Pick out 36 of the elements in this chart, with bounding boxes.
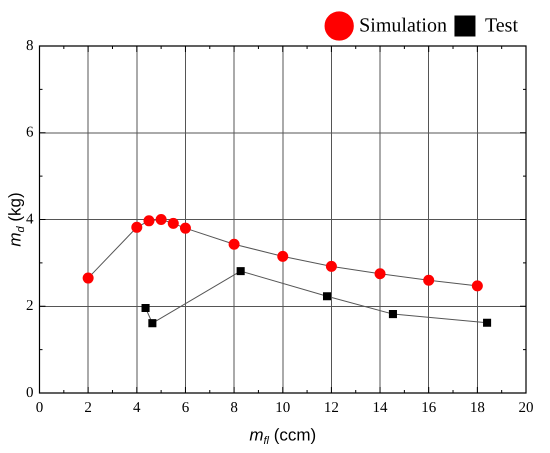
x-tick-label: 10: [275, 400, 290, 416]
x-tick-label: 16: [421, 400, 437, 416]
x-tick-label: 4: [133, 400, 142, 416]
x-tick-label: 20: [518, 400, 534, 416]
y-tick-label: 4: [26, 211, 34, 228]
point: [236, 267, 245, 276]
point: [277, 250, 288, 262]
x-tick-label: 12: [324, 400, 339, 416]
y-tick-label: 8: [26, 38, 34, 54]
point: [156, 214, 167, 225]
point: [322, 292, 332, 300]
point: [483, 318, 492, 327]
y-tick-label: 6: [26, 124, 34, 141]
point: [472, 280, 483, 292]
point: [423, 274, 434, 286]
point: [148, 319, 156, 328]
y-tick-label: 2: [26, 298, 34, 314]
x-tick-label: 6: [182, 400, 190, 416]
x-tick-label: 18: [470, 400, 485, 416]
point: [228, 238, 240, 250]
point: [326, 260, 337, 272]
x-tick-label: 2: [84, 400, 92, 416]
legend-label: Test: [484, 14, 518, 36]
point: [131, 222, 142, 233]
point: [180, 222, 191, 234]
point: [388, 310, 397, 318]
x-tick-label: 8: [230, 400, 238, 416]
point: [82, 272, 94, 284]
x-tick-label: 14: [372, 400, 388, 416]
y-axis-title: md (kg): [6, 192, 28, 247]
point: [142, 304, 150, 312]
point: [168, 218, 179, 229]
point: [143, 215, 154, 226]
point: [374, 268, 386, 280]
legend-label: Simulation: [359, 14, 447, 36]
y-tick-label: 0: [26, 384, 34, 401]
